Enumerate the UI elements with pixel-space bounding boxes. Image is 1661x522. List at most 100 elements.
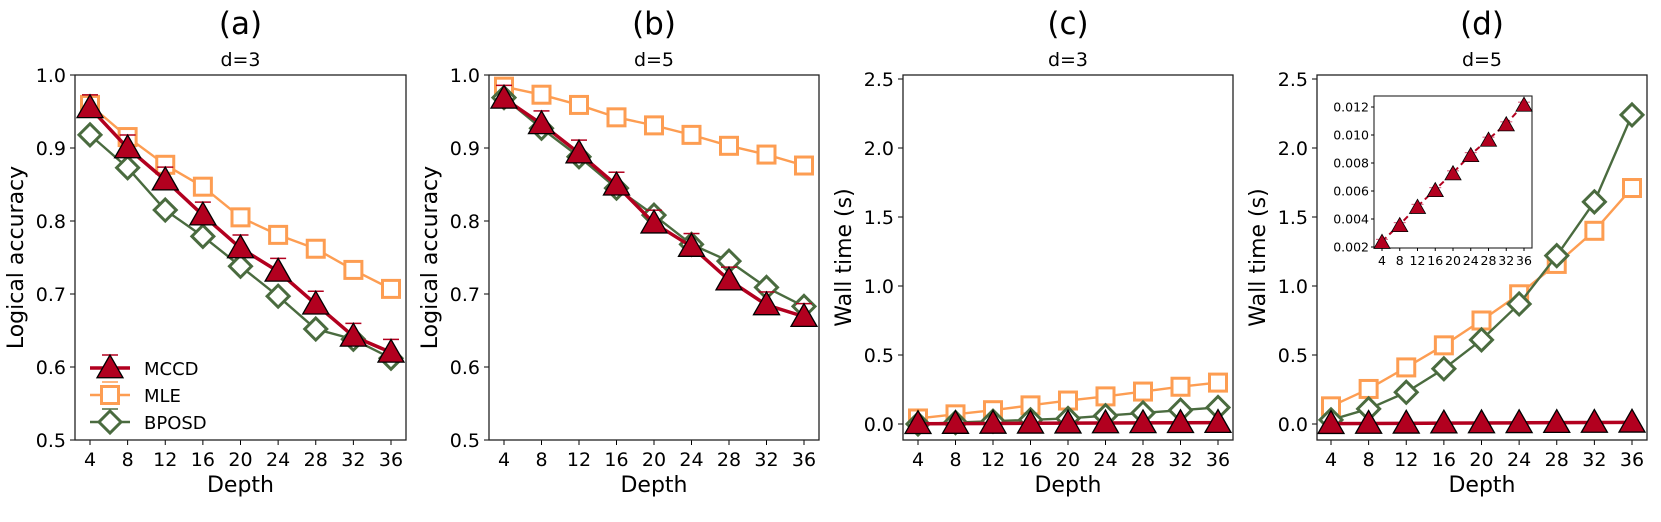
- series-group: [489, 76, 819, 328]
- legend-marker-mle: [100, 385, 120, 405]
- inset-x-tick-label: 24: [1463, 253, 1479, 268]
- data-point-mle: [1396, 357, 1417, 378]
- data-point-mccd: [75, 93, 105, 119]
- y-tick-label: 2.0: [864, 138, 894, 160]
- data-point-mccd: [602, 170, 631, 196]
- data-point-mle: [794, 155, 814, 176]
- x-tick-label: 8: [122, 449, 134, 471]
- data-point-mccd: [527, 109, 556, 135]
- x-axis-label: Depth: [1034, 473, 1101, 498]
- panel-d: (d)d=50.00.51.01.52.02.54 8 12 16 20 24 28 32 36…: [1246, 6, 1648, 498]
- x-tick-label: 12: [567, 449, 591, 471]
- data-point-mle: [644, 115, 664, 136]
- data-point-mle: [1170, 376, 1191, 397]
- x-tick-label: 24: [679, 449, 703, 471]
- axes-frame: [1316, 74, 1648, 441]
- y-tick-label: 0.8: [450, 211, 480, 233]
- data-point-mle: [1133, 381, 1153, 402]
- y-tick-label: 0.9: [450, 138, 480, 160]
- inset-x-tick-label: 8: [1396, 253, 1404, 268]
- inset-data-point-mccd: [1444, 164, 1462, 181]
- panel-subtitle: d=3: [220, 49, 260, 71]
- inset-data-point-mccd: [1373, 233, 1391, 249]
- data-point-mccd: [1542, 408, 1571, 434]
- y-tick-label: 0.7: [36, 284, 66, 306]
- data-point-mccd: [1580, 408, 1609, 433]
- data-point-mccd: [1091, 408, 1120, 434]
- data-point-bposd: [1543, 242, 1570, 269]
- data-point-mle: [569, 94, 589, 115]
- inset-x-tick-label: 16: [1427, 253, 1443, 268]
- y-tick-label: 1.0: [450, 65, 480, 87]
- y-tick-label: 1.0: [1278, 276, 1308, 298]
- data-point-mccd: [489, 84, 519, 109]
- legend-label: MCCD: [144, 359, 199, 380]
- x-tick-label: 4: [84, 449, 96, 471]
- y-tick-label: 1.5: [1278, 207, 1308, 229]
- x-tick-label: 24: [1507, 449, 1531, 471]
- x-tick-label: 36: [792, 449, 816, 471]
- panel-subtitle: d=3: [1048, 49, 1088, 71]
- x-tick-label: 4: [498, 449, 510, 471]
- data-point-mccd: [151, 165, 180, 191]
- data-point-mccd: [1392, 409, 1421, 434]
- data-point-mccd: [714, 265, 744, 291]
- data-point-bposd: [76, 121, 104, 148]
- panel-letter: (b): [632, 6, 676, 42]
- y-tick-label: 0.7: [450, 284, 480, 306]
- x-tick-label: 20: [1469, 449, 1493, 471]
- x-tick-label: 4: [912, 449, 924, 471]
- data-point-mle: [343, 259, 364, 280]
- inset-data-point-mccd: [1461, 146, 1480, 163]
- panel-letter: (c): [1047, 6, 1088, 42]
- panel-b: (b) d=5 0.5 0.6 0.7 0.8 0.9 1.0 4 8 12 16 20 24 28 32 36…: [418, 6, 820, 498]
- y-tick-label: 0.0: [1278, 414, 1308, 436]
- axes-frame: [74, 74, 407, 441]
- x-tick-label: 12: [1394, 449, 1418, 471]
- data-point-mccd: [1166, 408, 1195, 434]
- y-axis-label: Logical accuracy: [4, 166, 29, 349]
- data-point-mle: [1095, 386, 1116, 407]
- x-tick-label: 36: [1206, 449, 1230, 471]
- x-tick-label: 20: [1056, 449, 1080, 471]
- data-point-bposd: [1506, 290, 1533, 318]
- inset-data-point-mccd: [1426, 181, 1445, 198]
- x-tick-label: 32: [754, 449, 778, 471]
- data-point-bposd: [265, 283, 292, 310]
- data-point-mle: [756, 144, 777, 165]
- data-point-mle: [381, 278, 401, 299]
- data-point-mle: [719, 135, 739, 156]
- data-point-mccd: [978, 409, 1008, 434]
- x-tick-label: 36: [379, 449, 403, 471]
- inset-data-point-mccd: [1515, 96, 1533, 112]
- data-point-mccd: [1053, 408, 1083, 434]
- data-point-bposd: [1393, 379, 1420, 406]
- data-point-mccd: [188, 200, 217, 226]
- data-point-bposd: [227, 253, 254, 280]
- y-axis-label: Logical accuracy: [418, 166, 443, 349]
- data-point-bposd: [152, 196, 179, 224]
- legend-item-mccd: MCCD: [90, 353, 199, 380]
- x-tick-label: 28: [1545, 449, 1569, 471]
- x-tick-label: 4: [1325, 449, 1337, 471]
- x-tick-label: 8: [949, 449, 961, 471]
- data-point-mccd: [1617, 408, 1647, 433]
- inset-y-tick-label: 0.006: [1333, 184, 1369, 199]
- inset-x-tick-label: 28: [1481, 253, 1497, 268]
- y-tick-label: 0.5: [36, 430, 66, 452]
- data-point-mle: [192, 176, 213, 197]
- inset-data-point-mccd: [1408, 198, 1427, 214]
- x-tick-label: 20: [228, 449, 252, 471]
- y-tick-label: 0.5: [1278, 345, 1308, 367]
- data-point-mle: [606, 107, 627, 128]
- inset-x-tick-label: 36: [1516, 253, 1532, 268]
- data-point-mccd: [339, 322, 368, 347]
- data-point-mle: [1433, 335, 1454, 356]
- series-group: [75, 93, 406, 372]
- inset-x-tick-label: 4: [1378, 253, 1386, 268]
- legend-marker-bposd: [96, 408, 124, 436]
- y-axis-label: Wall time (s): [1246, 188, 1271, 326]
- data-point-mccd: [113, 133, 142, 159]
- data-point-mle: [681, 124, 702, 145]
- x-tick-label: 16: [191, 449, 215, 471]
